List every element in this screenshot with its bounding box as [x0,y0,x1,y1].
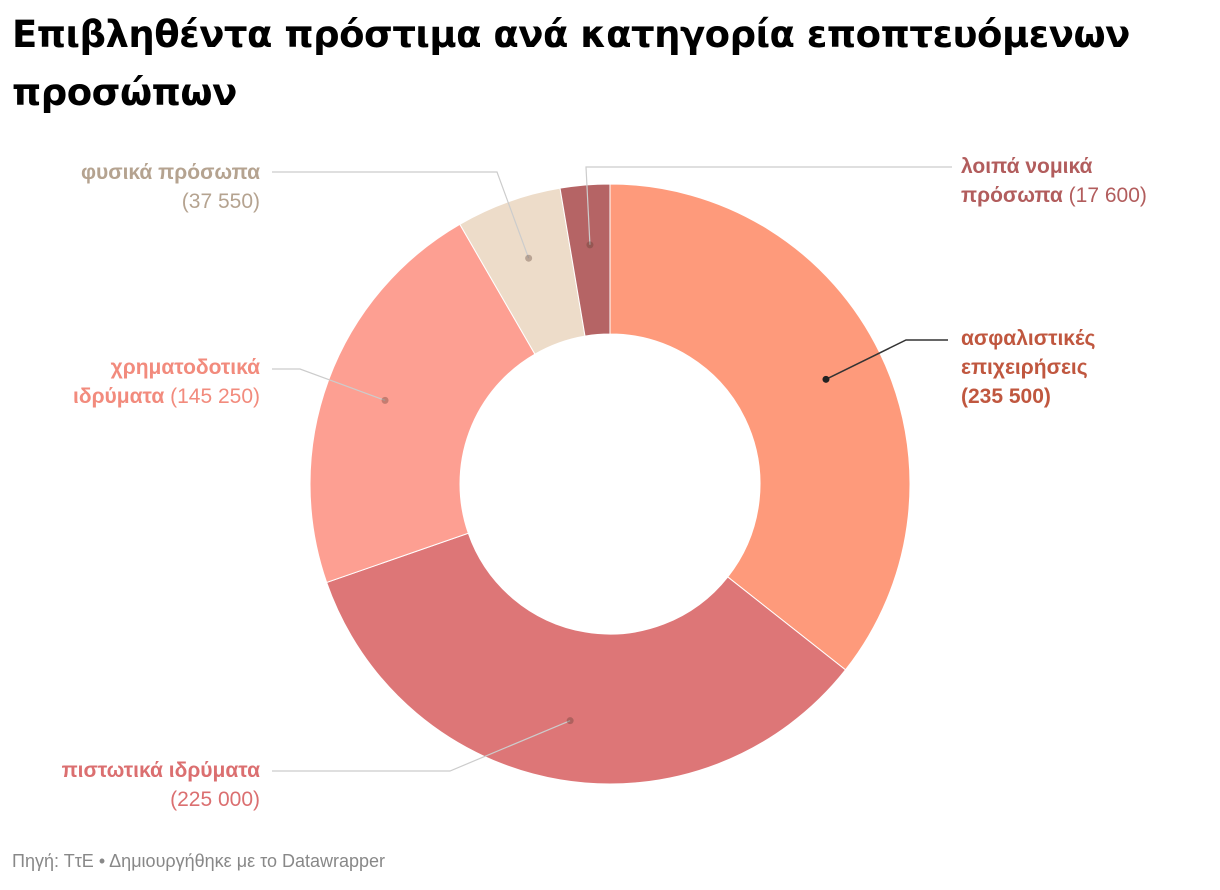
label-name-chrimatodotika-0: χρηματοδοτικά [110,356,260,379]
source-text: Πηγή: ΤτΕ [12,851,94,871]
leader-dot-loipa [586,241,594,249]
label-pistotika: πιστωτικά ιδρύματα (225 000) [0,756,260,814]
label-value-asfalistikes: (235 500) [961,385,1051,408]
leader-line-chrimatodotika [272,368,386,401]
label-name-fysika-0: φυσικά πρόσωπα [80,161,260,184]
label-value-fysika: (37 550) [181,190,260,213]
label-name-loipa-0: λοιπά νομικά [961,155,1093,178]
label-value-loipa: (17 600) [1068,184,1147,207]
label-name-loipa-1: πρόσωπα [961,184,1063,207]
label-loipa: λοιπά νομικά πρόσωπα (17 600) [961,152,1211,210]
credit-text: Δημιουργήθηκε με το Datawrapper [109,851,386,871]
label-name-chrimatodotika-1: ιδρύματα [73,385,165,408]
label-name-asfalistikes-0: ασφαλιστικές [961,327,1096,350]
leader-dot-fysika [525,254,533,262]
leader-dot-chrimatodotika [381,396,389,404]
slice-pistotika[interactable] [325,532,847,785]
label-chrimatodotika: χρηματοδοτικά ιδρύματα (145 250) [0,353,260,411]
leader-dot-asfalistikes [822,375,830,383]
label-name-asfalistikes-1: επιχειρήσεις [961,356,1088,379]
label-name-pistotika-0: πιστωτικά ιδρύματα [61,759,260,782]
leader-lines [272,166,952,772]
slice-asfalistikes[interactable] [609,183,911,671]
slice-chrimatodotika[interactable] [309,223,536,584]
label-fysika: φυσικά πρόσωπα (37 550) [0,158,260,216]
donut-slices [309,183,911,785]
footer: Πηγή: ΤτΕ • Δημιουργήθηκε με το Datawrap… [12,851,385,872]
slice-loipa[interactable] [559,183,611,337]
leader-line-asfalistikes [825,339,948,380]
label-asfalistikes: ασφαλιστικές επιχειρήσεις (235 500) [961,324,1211,411]
footer-separator: • [98,851,106,871]
leader-line-pistotika [272,720,571,772]
leader-dot-pistotika [566,717,574,725]
leader-line-fysika [272,171,530,259]
label-value-chrimatodotika: (145 250) [170,385,260,408]
leader-line-loipa [585,166,952,245]
chart-title: Επιβληθέντα πρόστιμα ανά κατηγορία εποπτ… [12,13,1130,114]
label-value-pistotika: (225 000) [170,788,260,811]
